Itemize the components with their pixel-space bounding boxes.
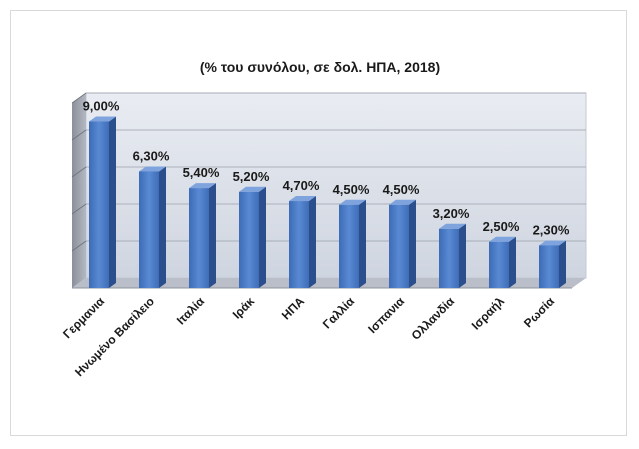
bar-top [489,236,516,242]
gridline-side [71,240,87,252]
bar-side [209,183,216,288]
data-label: 9,00% [83,99,120,114]
category-label: Ρωσία [521,294,558,331]
bar [289,201,309,288]
bar-top [539,240,566,246]
bar [539,245,559,288]
data-label: 2,30% [533,222,570,237]
category-label: Ολλανδία [409,294,458,343]
gridline-side [71,203,87,215]
category-label: Ιταλία [174,294,208,328]
bar [239,191,259,288]
gridline-side [71,129,87,141]
bar-top [439,223,466,229]
data-label: 4,50% [333,182,370,197]
bar [139,171,159,288]
bar-top [139,166,166,172]
side-wall [72,93,86,288]
bar-side [409,199,416,288]
category-label: Ιράκ [230,294,258,322]
gridline-side [71,166,87,178]
category-label: ΗΠΑ [279,294,308,323]
data-label: 6,30% [133,148,170,163]
bar [389,204,409,288]
bar-top [289,196,316,202]
bar [189,188,209,288]
data-label: 5,20% [233,169,270,184]
bar-side [109,116,116,288]
chart-title: (% του συνόλου, σε δολ. ΗΠΑ, 2018) [200,59,440,75]
data-label: 2,50% [483,219,520,234]
data-label: 4,50% [383,182,420,197]
bar-top [89,116,116,122]
bar-side [159,166,166,288]
bar-side [559,240,566,288]
data-label: 5,40% [183,165,220,180]
bar [489,241,509,288]
bar-top [389,199,416,205]
bar-side [509,236,516,288]
category-label: Ισραήλ [469,294,508,333]
bar [339,204,359,288]
bar-side [259,186,266,288]
category-label: Γερμανια [60,294,107,341]
bar-top [189,183,216,189]
data-label: 3,20% [433,206,470,221]
gridline-side [71,92,87,104]
bar-top [239,186,266,192]
bar-side [309,196,316,288]
bar-top [339,199,366,205]
data-label: 4,70% [283,178,320,193]
bar [89,121,109,288]
bar-side [359,199,366,288]
bar [439,228,459,288]
category-label: Ισπανια [365,294,407,336]
bar-side [459,223,466,288]
category-label: Γαλλία [320,294,358,332]
